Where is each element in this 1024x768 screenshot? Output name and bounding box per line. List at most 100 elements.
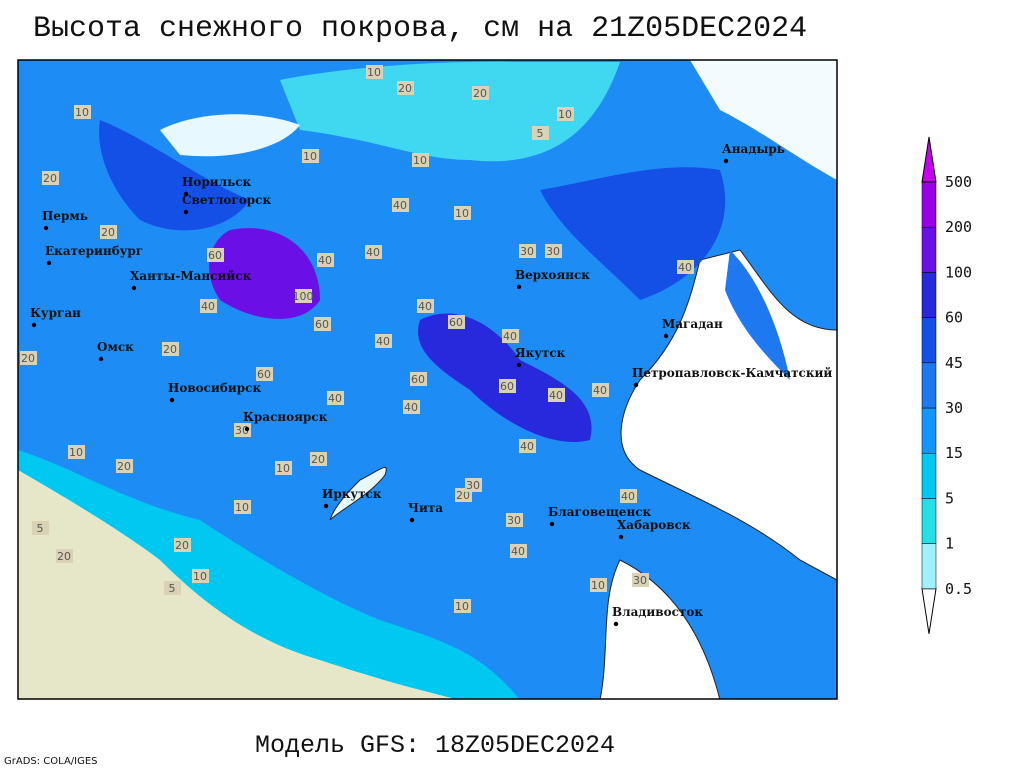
city-dot [183,191,189,197]
city-dot [409,517,415,523]
colorbar-box [921,181,937,228]
city-name: Анадырь [722,142,785,156]
contour-label: 40 [621,490,635,503]
contour-label: 10 [75,106,89,119]
contour-label: 60 [500,380,514,393]
contour-label: 5 [537,127,544,140]
contour-label-box [499,379,516,393]
colorbar-box [921,407,937,454]
colorbar-label: 200 [945,218,972,236]
contour-label: 10 [558,108,572,121]
contour-label: 40 [201,300,215,313]
city-name: Петропавловск-Камчатский [632,366,832,380]
city-name: Магадан [662,317,723,331]
colorbar-box [921,317,937,364]
contour-label-box [234,500,251,514]
contour-label-box [403,400,420,414]
contour-label-box [310,452,327,466]
contour-label-box [200,299,217,313]
city-dot [244,426,250,432]
colorbar-label: 100 [945,263,972,281]
contour-label: 40 [593,384,607,397]
colorbar-label: 5 [945,489,954,507]
city-name: Омск [97,340,134,354]
contour-label: 10 [455,207,469,220]
contour-label: 30 [507,514,521,527]
contour-label: 30 [466,479,480,492]
city-dot [131,285,137,291]
city-name: Норильск [182,175,252,189]
contour-label-box [366,65,383,79]
contour-label: 30 [520,245,534,258]
city-name: Иркутск [322,487,382,501]
colorbar-low [921,588,937,634]
contour-label-box [454,206,471,220]
contour-label: 10 [413,154,427,167]
city-dot [618,534,624,540]
city-name: Екатеринбург [45,244,143,258]
city-name: Благовещенск [548,505,652,519]
city-dot [663,333,669,339]
sea-of-japan [599,559,721,699]
contour-label-box [68,445,85,459]
city-dot [549,521,555,527]
contour-label: 40 [503,330,517,343]
colorbar-box [921,362,937,409]
colorbar-label: 30 [945,399,963,417]
contour-label-box [519,244,536,258]
contour-label: 40 [318,254,332,267]
contour-label-box [302,149,319,163]
contour-label: 60 [257,368,271,381]
city-name: Чита [408,501,443,515]
city-dot [183,209,189,215]
baikal [329,466,387,521]
contour-label: 10 [193,570,207,583]
contour-label: 40 [520,440,534,453]
colorbar-label: 500 [945,173,972,191]
deep-snow [99,120,251,231]
contour-label-box [448,315,465,329]
city-name: Красноярск [243,410,328,424]
contour-label: 40 [393,199,407,212]
colorbar-label: 1 [945,535,954,553]
colorbar-box [921,543,937,590]
contour-label-box [20,351,37,365]
contour-label-box [502,329,519,343]
contour-label: 20 [175,539,189,552]
contour-label: 20 [163,343,177,356]
contour-label: 10 [367,66,381,79]
city-name: Верхоянск [515,268,590,282]
contour-label-box [545,244,562,258]
city-dot [31,322,37,328]
contour-label: 40 [404,401,418,414]
arctic-ocean [690,60,837,180]
contour-label: 60 [208,249,222,262]
contour-label: 5 [37,522,44,535]
contour-label-box [397,81,414,95]
colorbar-box [921,272,937,318]
contour-label-box [532,126,549,140]
contour-label-box [375,334,392,348]
contour-label-box [510,544,527,558]
contour-label-box [632,573,649,587]
contour-label-box [162,342,179,356]
contour-label-box [548,388,565,402]
contour-label: 10 [235,501,249,514]
contour-label-box [256,367,273,381]
contour-label: 20 [117,460,131,473]
contour-label: 20 [21,352,35,365]
city-name: Светлогорск [182,193,271,207]
city-name: Якутск [515,346,566,360]
contour-label-box [412,153,429,167]
contour-label-box [207,248,224,262]
kara-sea [160,114,300,157]
city-dot [46,260,52,266]
contour-label-box [42,171,59,185]
contour-label: 30 [633,574,647,587]
contour-label-box [234,423,251,437]
contour-label-box [590,578,607,592]
contour-label: 30 [546,245,560,258]
contour-label: 20 [43,172,57,185]
